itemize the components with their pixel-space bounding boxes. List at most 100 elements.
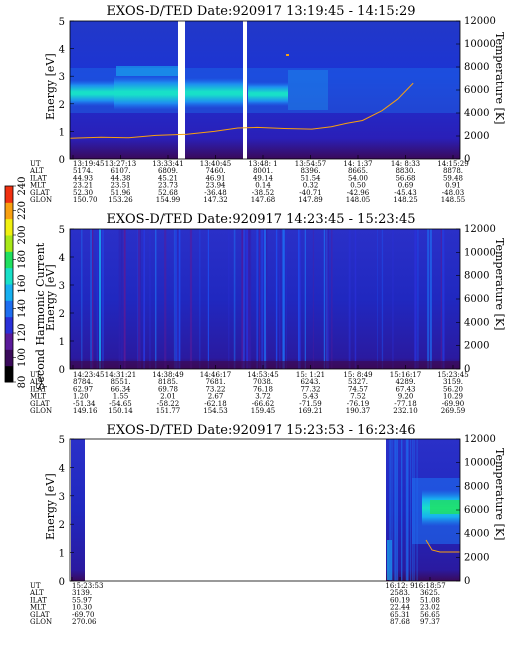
panel-2-stripe: [265, 229, 268, 369]
ytick-label: 5: [59, 17, 65, 28]
panel-3-stripe: [401, 439, 403, 581]
annotation-cell: -62.18: [204, 400, 226, 408]
annotation-cell: 60.19: [390, 596, 410, 604]
annotation-cell: 2.67: [208, 393, 224, 401]
panel-2-stripe: [248, 229, 250, 369]
annotation-cell: 8396.: [300, 167, 320, 175]
y2tick-label: 2000: [464, 552, 489, 563]
panel-2-stripe: [279, 229, 281, 369]
panel-3-stripe: [389, 439, 391, 581]
panel-2-stripe: [175, 229, 178, 369]
annotation-cell: 6809.: [158, 167, 178, 175]
panel-1-upper-band: [116, 66, 182, 76]
annotation-cell: 149.16: [73, 407, 98, 415]
annotation-cell: 14:38:49: [152, 371, 183, 379]
panel-3-strip-left: [71, 439, 85, 581]
annotation-cell: 3159.: [443, 378, 463, 386]
annotation-cell: -71.59: [299, 400, 321, 408]
row-label: UT: [30, 371, 41, 379]
row-label: ALT: [29, 167, 44, 175]
y2tick-label: 10000: [464, 39, 496, 50]
annotation-cell: 66.34: [110, 385, 131, 393]
panel-2-stripe: [259, 229, 261, 369]
ytick-label: 1: [59, 549, 65, 560]
panel-3-stripe: [389, 439, 391, 581]
annotation-cell: 10.29: [443, 393, 463, 401]
panel-1-band-b: [114, 76, 180, 110]
y2tick-label: 10000: [464, 247, 496, 258]
annotation-cell: 52.68: [158, 189, 178, 197]
annotation-cell: 6107.: [110, 167, 130, 175]
panel-3-stripe: [393, 439, 395, 581]
panel-2-stripe: [176, 229, 179, 369]
annotation-cell: 7038.: [253, 378, 273, 386]
annotation-cell: 13:54:57: [295, 160, 326, 168]
annotation-cell: 150.70: [73, 196, 98, 204]
annotation-cell: 44.93: [73, 174, 93, 182]
annotation-cell: 52.30: [73, 189, 93, 197]
annotation-cell: 8185.: [158, 378, 178, 386]
panel-2-stripe: [299, 229, 301, 369]
panel-2-stripe: [323, 229, 326, 369]
annotation-cell: 14:23:45: [73, 371, 104, 379]
panel-2-stripe: [312, 229, 314, 369]
ytick-label: 5: [59, 225, 65, 236]
annotation-cell: 16:18:57: [414, 582, 445, 590]
row-label: GLAT: [30, 189, 50, 197]
colorbar-tick-label: 200: [17, 225, 28, 244]
colorbar-cell: [5, 267, 13, 285]
panel-2-stripe: [275, 229, 278, 369]
row-label: MLT: [30, 393, 46, 401]
ytick-label: 0: [59, 577, 65, 588]
colorbar-tick-label: 240: [17, 176, 28, 195]
annotation-cell: -69.70: [72, 611, 94, 619]
ytick-label: 0: [59, 155, 65, 166]
panel-2-bright-stripe: [99, 229, 101, 369]
ytick-label: 4: [59, 463, 65, 474]
panel-3-stripe: [412, 439, 414, 581]
annotation-cell: 0.32: [303, 182, 319, 190]
panel-2-stripe: [429, 229, 432, 369]
panel-1-title: EXOS-D/TED Date:920917 13:19:45 - 14:15:…: [106, 4, 415, 19]
y2tick-label: 4000: [464, 317, 489, 328]
panel-2-spectrogram: [70, 229, 460, 369]
panel-2-stripe: [414, 229, 417, 369]
annotation-cell: 74.57: [348, 385, 368, 393]
row-label: UT: [30, 582, 41, 590]
panel-3-ylabel: Energy [eV]: [44, 473, 57, 540]
panel-2-annotation-table: UTALTILATMLTGLATGLON14:23:458784.62.971.…: [29, 365, 469, 415]
annotation-cell: 23.94: [205, 182, 226, 190]
annotation-cell: 87.68: [390, 618, 410, 626]
colorbar-tick-label: 160: [17, 274, 28, 293]
ytick-label: 2: [59, 520, 65, 531]
panel-2-stripe: [92, 229, 94, 369]
panel-2-stripe: [427, 229, 429, 369]
annotation-cell: 190.37: [346, 407, 371, 415]
annotation-cell: 51.08: [420, 596, 440, 604]
annotation-cell: 67.43: [395, 385, 415, 393]
y2tick-label: 2000: [464, 341, 489, 352]
annotation-cell: 97.37: [420, 618, 440, 626]
panel-2-stripe: [325, 229, 327, 369]
annotation-cell: -69.90: [442, 400, 464, 408]
panel-1-yticks: 0 1 2 3 4 5: [59, 17, 74, 166]
panel-2-stripe: [120, 229, 123, 369]
ytick-label: 4: [59, 253, 65, 264]
row-label: ILAT: [30, 385, 47, 393]
panel-2-stripe: [298, 229, 300, 369]
annotation-cell: 14:53:45: [247, 371, 278, 379]
colorbar-cell: [5, 300, 13, 318]
panel-2-ylabel: Energy [eV]: [44, 264, 57, 331]
annotation-cell: 14: 8:33: [391, 160, 420, 168]
annotation-cell: 5.43: [303, 393, 319, 401]
y2tick-label: 0: [464, 364, 470, 375]
panel-3-y2ticks: 0 2000 4000 6000 8000 10000 12000: [456, 434, 496, 587]
panel-3-stripe: [394, 439, 396, 581]
panel-2-stripe: [377, 229, 378, 369]
panel-2-stripe: [348, 229, 351, 369]
annotation-cell: 73.22: [205, 385, 225, 393]
annotation-cell: 151.77: [156, 407, 181, 415]
panel-2-stripe: [123, 229, 126, 369]
annotation-cell: 232.10: [393, 407, 418, 415]
